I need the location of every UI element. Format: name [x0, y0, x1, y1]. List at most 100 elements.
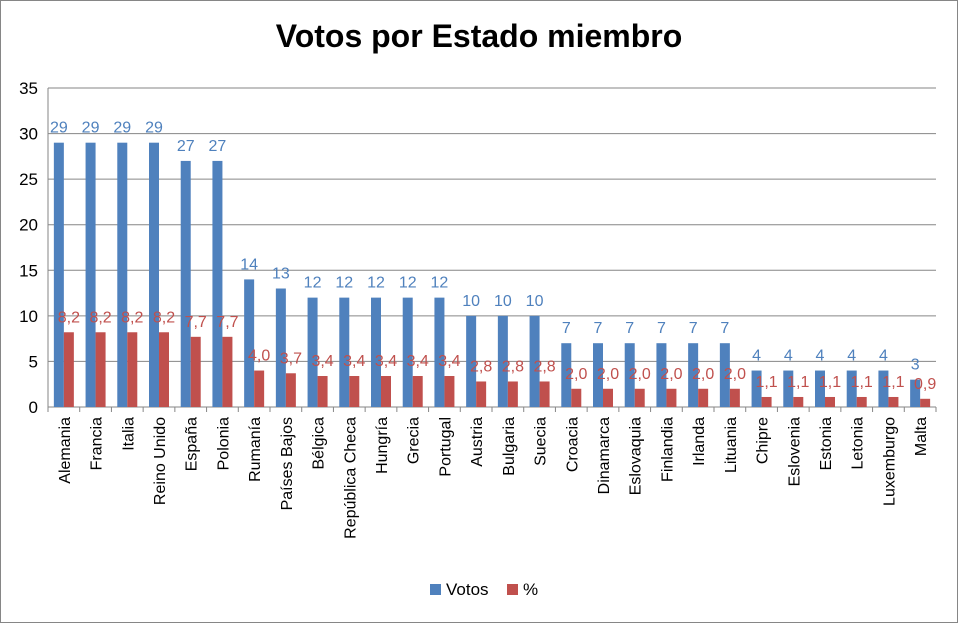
category-label: Dinamarca [596, 417, 613, 494]
data-label-votos: 4 [879, 348, 888, 365]
bar-percent [412, 376, 423, 407]
bar-votos [371, 297, 381, 407]
data-label-votos: 10 [526, 293, 544, 310]
bar-votos [719, 343, 730, 407]
category-label: España [184, 417, 201, 471]
bar-percent [317, 376, 328, 407]
data-label-percent: 1,1 [819, 374, 841, 391]
bar-percent [95, 332, 106, 407]
data-label-votos: 12 [367, 275, 385, 292]
bar-percent [507, 381, 518, 407]
data-label-votos: 29 [50, 120, 68, 137]
data-label-votos: 3 [911, 357, 920, 374]
data-label-percent: 1,1 [755, 374, 777, 391]
bar-percent [698, 388, 709, 407]
bar-votos [624, 343, 635, 407]
chart-title: Votos por Estado miembro [275, 18, 683, 54]
bar-votos [275, 288, 286, 407]
legend-label-percent: % [523, 580, 538, 599]
category-label: Luxemburgo [881, 417, 898, 506]
bar-votos [593, 343, 603, 407]
data-label-percent: 3,4 [375, 353, 397, 370]
category-label: Francia [89, 417, 106, 470]
category-label: Austria [469, 417, 486, 467]
legend-swatch-votos [430, 584, 441, 595]
category-label: Alemania [57, 417, 74, 484]
data-label-percent: 2,8 [470, 358, 492, 375]
bar-percent [825, 396, 835, 407]
y-tick-label: 25 [19, 170, 38, 189]
data-label-votos: 4 [816, 348, 825, 365]
bar-percent [571, 388, 582, 407]
data-label-percent: 3,4 [311, 353, 333, 370]
bar-votos [751, 370, 762, 407]
y-tick-label: 0 [29, 398, 38, 417]
bar-percent [254, 370, 265, 407]
bar-percent [856, 396, 867, 407]
category-label: Lituania [723, 417, 740, 473]
bar-votos [402, 297, 413, 407]
bar-percent [729, 388, 740, 407]
data-label-percent: 2,0 [597, 366, 619, 383]
bar-percent [603, 388, 613, 407]
data-label-percent: 3,7 [280, 350, 302, 367]
category-label: Eslovaquia [628, 417, 645, 495]
data-label-votos: 12 [399, 275, 417, 292]
bar-votos [212, 160, 223, 407]
bar-percent [127, 332, 138, 407]
bar-votos [688, 343, 699, 407]
bar-percent [793, 396, 804, 407]
data-label-percent: 2,0 [565, 366, 587, 383]
legend-label-votos: Votos [446, 580, 489, 599]
data-label-votos: 7 [657, 320, 666, 337]
bar-votos [815, 370, 825, 407]
bar-percent [190, 336, 201, 407]
category-label: Letonia [850, 417, 867, 470]
data-label-votos: 13 [272, 266, 290, 283]
bar-percent [444, 376, 455, 407]
bar-votos [307, 297, 318, 407]
bar-percent [634, 388, 645, 407]
bar-votos [149, 142, 159, 407]
category-label: Polonia [215, 417, 232, 470]
category-label: Malta [913, 417, 930, 456]
category-label: Eslovenia [786, 417, 803, 486]
y-tick-label: 15 [19, 261, 38, 280]
data-label-votos: 7 [562, 320, 571, 337]
category-label: Bulgaria [501, 417, 518, 476]
data-label-percent: 2,0 [692, 366, 714, 383]
data-label-votos: 7 [689, 320, 698, 337]
data-label-votos: 29 [113, 120, 131, 137]
bar-percent [159, 332, 169, 407]
bar-percent [63, 332, 74, 407]
data-label-percent: 3,4 [438, 353, 460, 370]
data-label-percent: 7,7 [185, 314, 207, 331]
bar-votos [434, 297, 445, 407]
data-label-votos: 12 [304, 275, 322, 292]
data-label-percent: 8,2 [89, 309, 111, 326]
y-tick-label: 5 [29, 352, 38, 371]
bar-percent [888, 396, 899, 407]
bar-votos [85, 142, 96, 407]
category-label: Hungría [374, 417, 391, 474]
y-tick-label: 35 [19, 79, 38, 98]
data-label-percent: 2,0 [724, 366, 746, 383]
data-label-percent: 2,8 [502, 358, 524, 375]
y-tick-label: 30 [19, 125, 38, 144]
bar-votos [561, 343, 572, 407]
bar-votos [497, 315, 508, 407]
bar-percent [349, 376, 360, 407]
legend-swatch-percent [507, 584, 518, 595]
data-label-votos: 12 [431, 275, 449, 292]
bar-percent [476, 381, 487, 407]
data-label-votos: 7 [625, 320, 634, 337]
category-label: Irlanda [691, 417, 708, 466]
category-label: Países Bajos [279, 417, 296, 510]
data-label-percent: 2,0 [660, 366, 682, 383]
bar-votos [180, 160, 191, 407]
category-label: Bélgica [311, 417, 328, 470]
data-label-percent: 1,1 [851, 374, 873, 391]
bar-percent [539, 381, 550, 407]
